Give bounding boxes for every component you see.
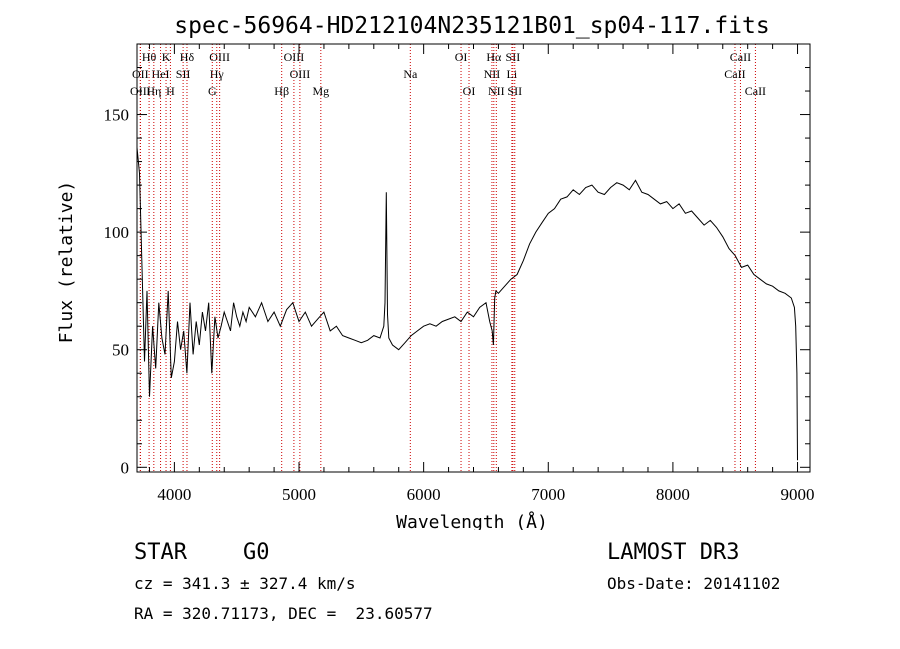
spectral-line-label: Hθ (142, 50, 157, 64)
object-class: STAR (134, 540, 187, 565)
spectral-line-label: OI (463, 84, 476, 98)
spectral-line-label: Mg (312, 84, 329, 98)
y-tick-label: 50 (112, 341, 129, 360)
spectral-line-label: Hδ (180, 50, 195, 64)
spectral-line-label: OIII (209, 50, 230, 64)
spectral-line-label: CaII (745, 84, 766, 98)
x-tick-label: 9000 (781, 485, 815, 504)
spectral-line-label: NII (488, 84, 505, 98)
spectral-line-label: OIII (290, 67, 311, 81)
spectral-line-label: OIII (284, 50, 305, 64)
spectral-line-label: Li (507, 67, 518, 81)
x-axis-label: Wavelength (Å) (396, 511, 548, 530)
x-tick-label: 8000 (656, 485, 690, 504)
y-tick-label: 100 (104, 223, 130, 242)
redshift-velocity: cz = 341.3 ± 327.4 km/s (134, 574, 356, 593)
x-axis: 4000 5000 6000 7000 8000 9000 (148, 44, 815, 504)
coordinates: RA = 320.71173, DEC = 23.60577 (134, 604, 433, 623)
spectral-line-label: Hη (146, 84, 161, 98)
y-axis: 0 50 100 150 (104, 67, 810, 477)
object-subclass: G0 (243, 540, 270, 565)
spectral-line-label: OI (455, 50, 468, 64)
spectral-line-label: G (208, 84, 217, 98)
spectrum-line (136, 147, 798, 461)
spectral-line-label: CaII (724, 67, 745, 81)
chart-title: spec-56964-HD212104N235121B01_sp04-117.f… (174, 13, 769, 39)
spectral-line-label: Hγ (210, 67, 225, 81)
spectral-line-label: NII (484, 67, 501, 81)
plot-frame (136, 43, 811, 473)
spectral-line-label: Hβ (274, 84, 289, 98)
spectral-line-label: H (166, 84, 175, 98)
y-axis-label: Flux (relative) (56, 181, 77, 344)
x-tick-label: 7000 (531, 485, 565, 504)
y-tick-label: 150 (104, 106, 130, 125)
spectral-line-label: CaII (730, 50, 751, 64)
spectral-line-label: HeI (152, 67, 170, 81)
y-tick-label: 0 (121, 458, 130, 477)
spectrum-chart: spec-56964-HD212104N235121B01_sp04-117.f… (56, 13, 815, 530)
observation-date: Obs-Date: 20141102 (607, 574, 781, 593)
spectral-line-label: SII (176, 67, 191, 81)
spectral-line-label: Hα (486, 50, 502, 64)
spectral-line-label: K (162, 50, 171, 64)
spectral-line-label: Na (403, 67, 418, 81)
spectral-line-label: SII (506, 50, 521, 64)
x-tick-label: 5000 (282, 485, 316, 504)
survey-name: LAMOST DR3 (607, 540, 740, 565)
x-tick-label: 6000 (407, 485, 441, 504)
x-tick-label: 4000 (157, 485, 191, 504)
spectral-line-label: SII (507, 84, 522, 98)
